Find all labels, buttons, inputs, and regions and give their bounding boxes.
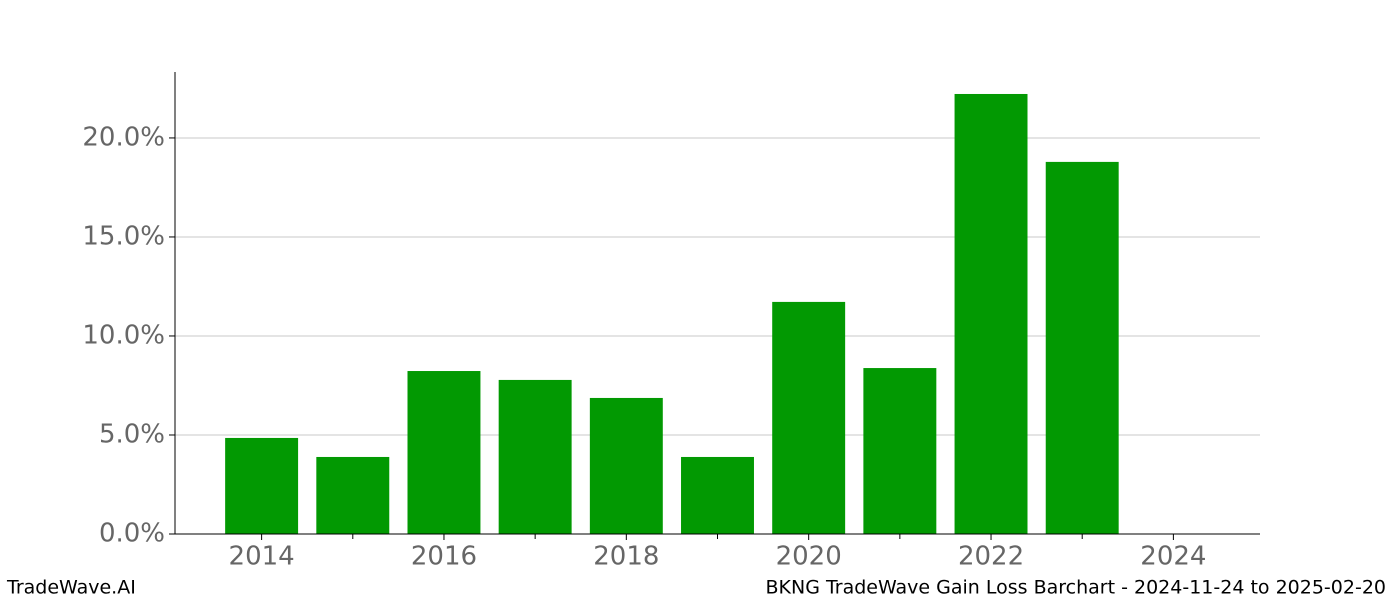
footer-left: TradeWave.AI [6,577,136,599]
x-tick-label: 2024 [1140,542,1206,572]
bar [772,301,846,534]
y-tick-label: 0.0% [99,519,165,549]
bar [954,93,1028,534]
footer-right: BKNG TradeWave Gain Loss Barchart - 2024… [765,577,1386,599]
bar [498,379,572,534]
x-tick-label: 2016 [411,542,477,572]
y-tick-label: 5.0% [99,419,165,449]
x-tick-label: 2014 [229,542,295,572]
bar [225,437,299,534]
bar [863,368,937,534]
bar [407,371,481,534]
x-tick-label: 2018 [593,542,659,572]
bar [316,456,390,534]
x-tick-label: 2020 [776,542,842,572]
bar [1045,161,1119,534]
bar [589,397,663,534]
bar [681,456,754,534]
y-tick-label: 10.0% [82,320,165,350]
x-tick-label: 2022 [958,542,1024,572]
y-tick-label: 15.0% [82,221,165,251]
y-tick-label: 20.0% [82,122,165,152]
